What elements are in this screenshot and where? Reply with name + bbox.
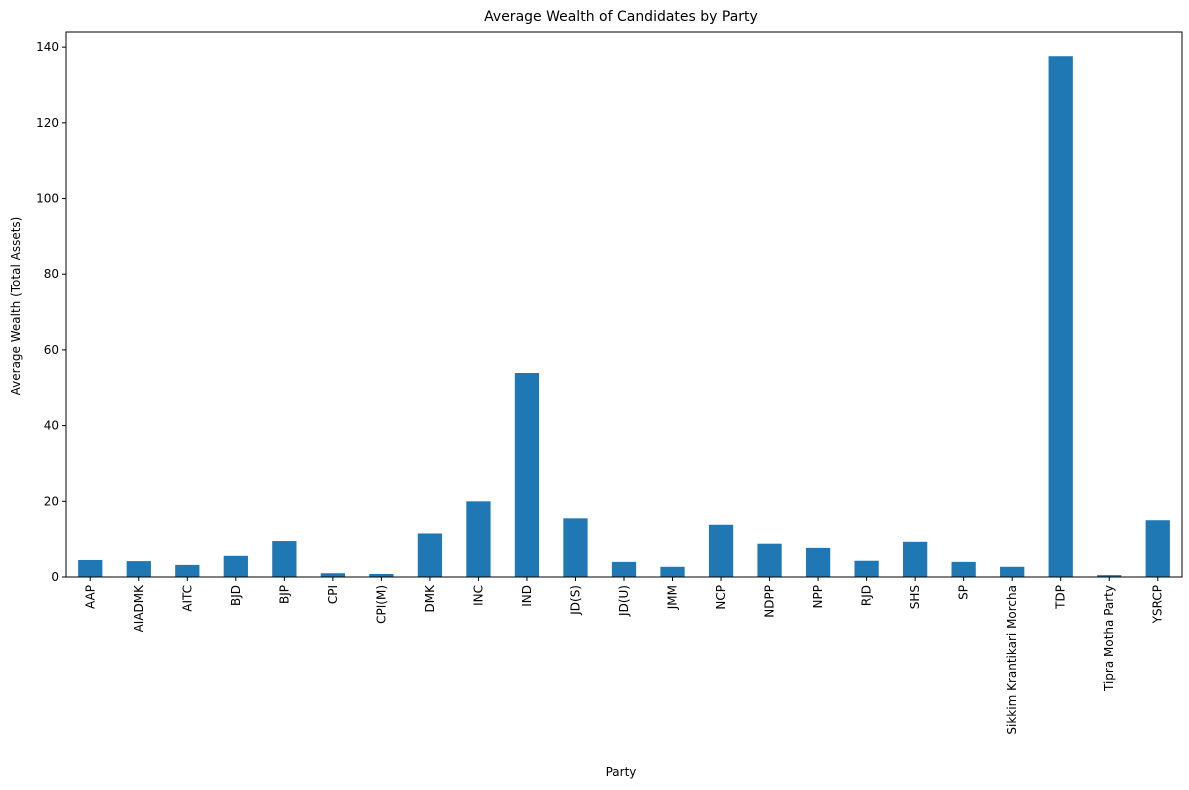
bar-npp (805, 547, 831, 577)
x-tick-label: YSRCP (1151, 585, 1165, 624)
x-axis-ticks: AAP AIADMK AITC BJD BJP CPI CPI(M) DMK INC IND JD(… (83, 577, 1165, 735)
x-tick-label: JD(S) (568, 585, 582, 616)
bar-aap (78, 559, 103, 577)
bar-aiadmk (126, 561, 151, 577)
x-tick-label: SHS (908, 585, 922, 609)
x-tick-label: DMK (423, 584, 437, 613)
x-tick-label: AAP (83, 585, 97, 609)
x-tick-label: CPI (326, 585, 340, 604)
x-tick-label: Sikkim Krantikari Morcha (1005, 585, 1019, 735)
bar-bjd (223, 555, 248, 577)
bar-ndpp (757, 543, 782, 577)
y-tick-label: 120 (36, 116, 59, 130)
bar-aitc (175, 564, 200, 577)
bar-ysrcp (1145, 520, 1170, 577)
bar-rjd (854, 560, 879, 577)
x-tick-label: AIADMK (132, 584, 146, 633)
x-tick-label: INC (471, 585, 485, 606)
y-tick-label: 20 (44, 494, 59, 508)
bar-tipra-motha-party (1097, 575, 1122, 577)
x-tick-label: JMM (666, 585, 680, 610)
x-tick-label: NDPP (763, 585, 777, 618)
bar-cpi (320, 573, 345, 577)
bar-inc (466, 501, 491, 577)
x-tick-label: CPI(M) (374, 585, 388, 624)
y-tick-label: 140 (36, 40, 59, 54)
y-tick-label: 40 (44, 419, 59, 433)
x-tick-label: BJP (277, 585, 291, 604)
bar-jd-s (563, 518, 588, 577)
bar-shs (903, 541, 928, 577)
bar-ncp (708, 524, 734, 577)
y-tick-label: 80 (44, 267, 59, 281)
bar-jmm (660, 566, 685, 577)
x-tick-label: NCP (714, 585, 728, 610)
bars-group (78, 56, 1170, 577)
x-tick-label: NPP (811, 585, 825, 608)
bar-sikkim-krantikari-morcha (1000, 566, 1025, 577)
x-tick-label: IND (520, 585, 534, 607)
x-tick-label: SP (957, 585, 971, 600)
x-axis-label: Party (606, 765, 637, 779)
bar-jd-u (611, 561, 637, 577)
bar-tdp (1048, 56, 1073, 577)
bar-dmk (417, 533, 443, 577)
chart-title: Average Wealth of Candidates by Party (484, 9, 758, 25)
x-tick-label: AITC (180, 585, 194, 612)
bar-cpi-m (369, 573, 394, 577)
bar-sp (951, 561, 976, 577)
bar-bjp (272, 541, 297, 577)
y-tick-label: 0 (51, 570, 59, 584)
x-tick-label: TDP (1054, 585, 1068, 610)
bar-ind (514, 373, 540, 577)
y-tick-label: 60 (44, 343, 59, 357)
x-tick-label: Tipra Motha Party (1102, 585, 1116, 692)
plot-frame (65, 31, 1183, 578)
x-tick-label: JD(U) (617, 585, 631, 617)
x-tick-label: BJD (229, 585, 243, 606)
y-axis-ticks: 0 20 40 60 80 100 120 140 (36, 40, 66, 584)
x-tick-label: RJD (860, 585, 874, 606)
y-tick-label: 100 (36, 192, 59, 206)
y-axis-label: Average Wealth (Total Assets) (9, 217, 23, 396)
